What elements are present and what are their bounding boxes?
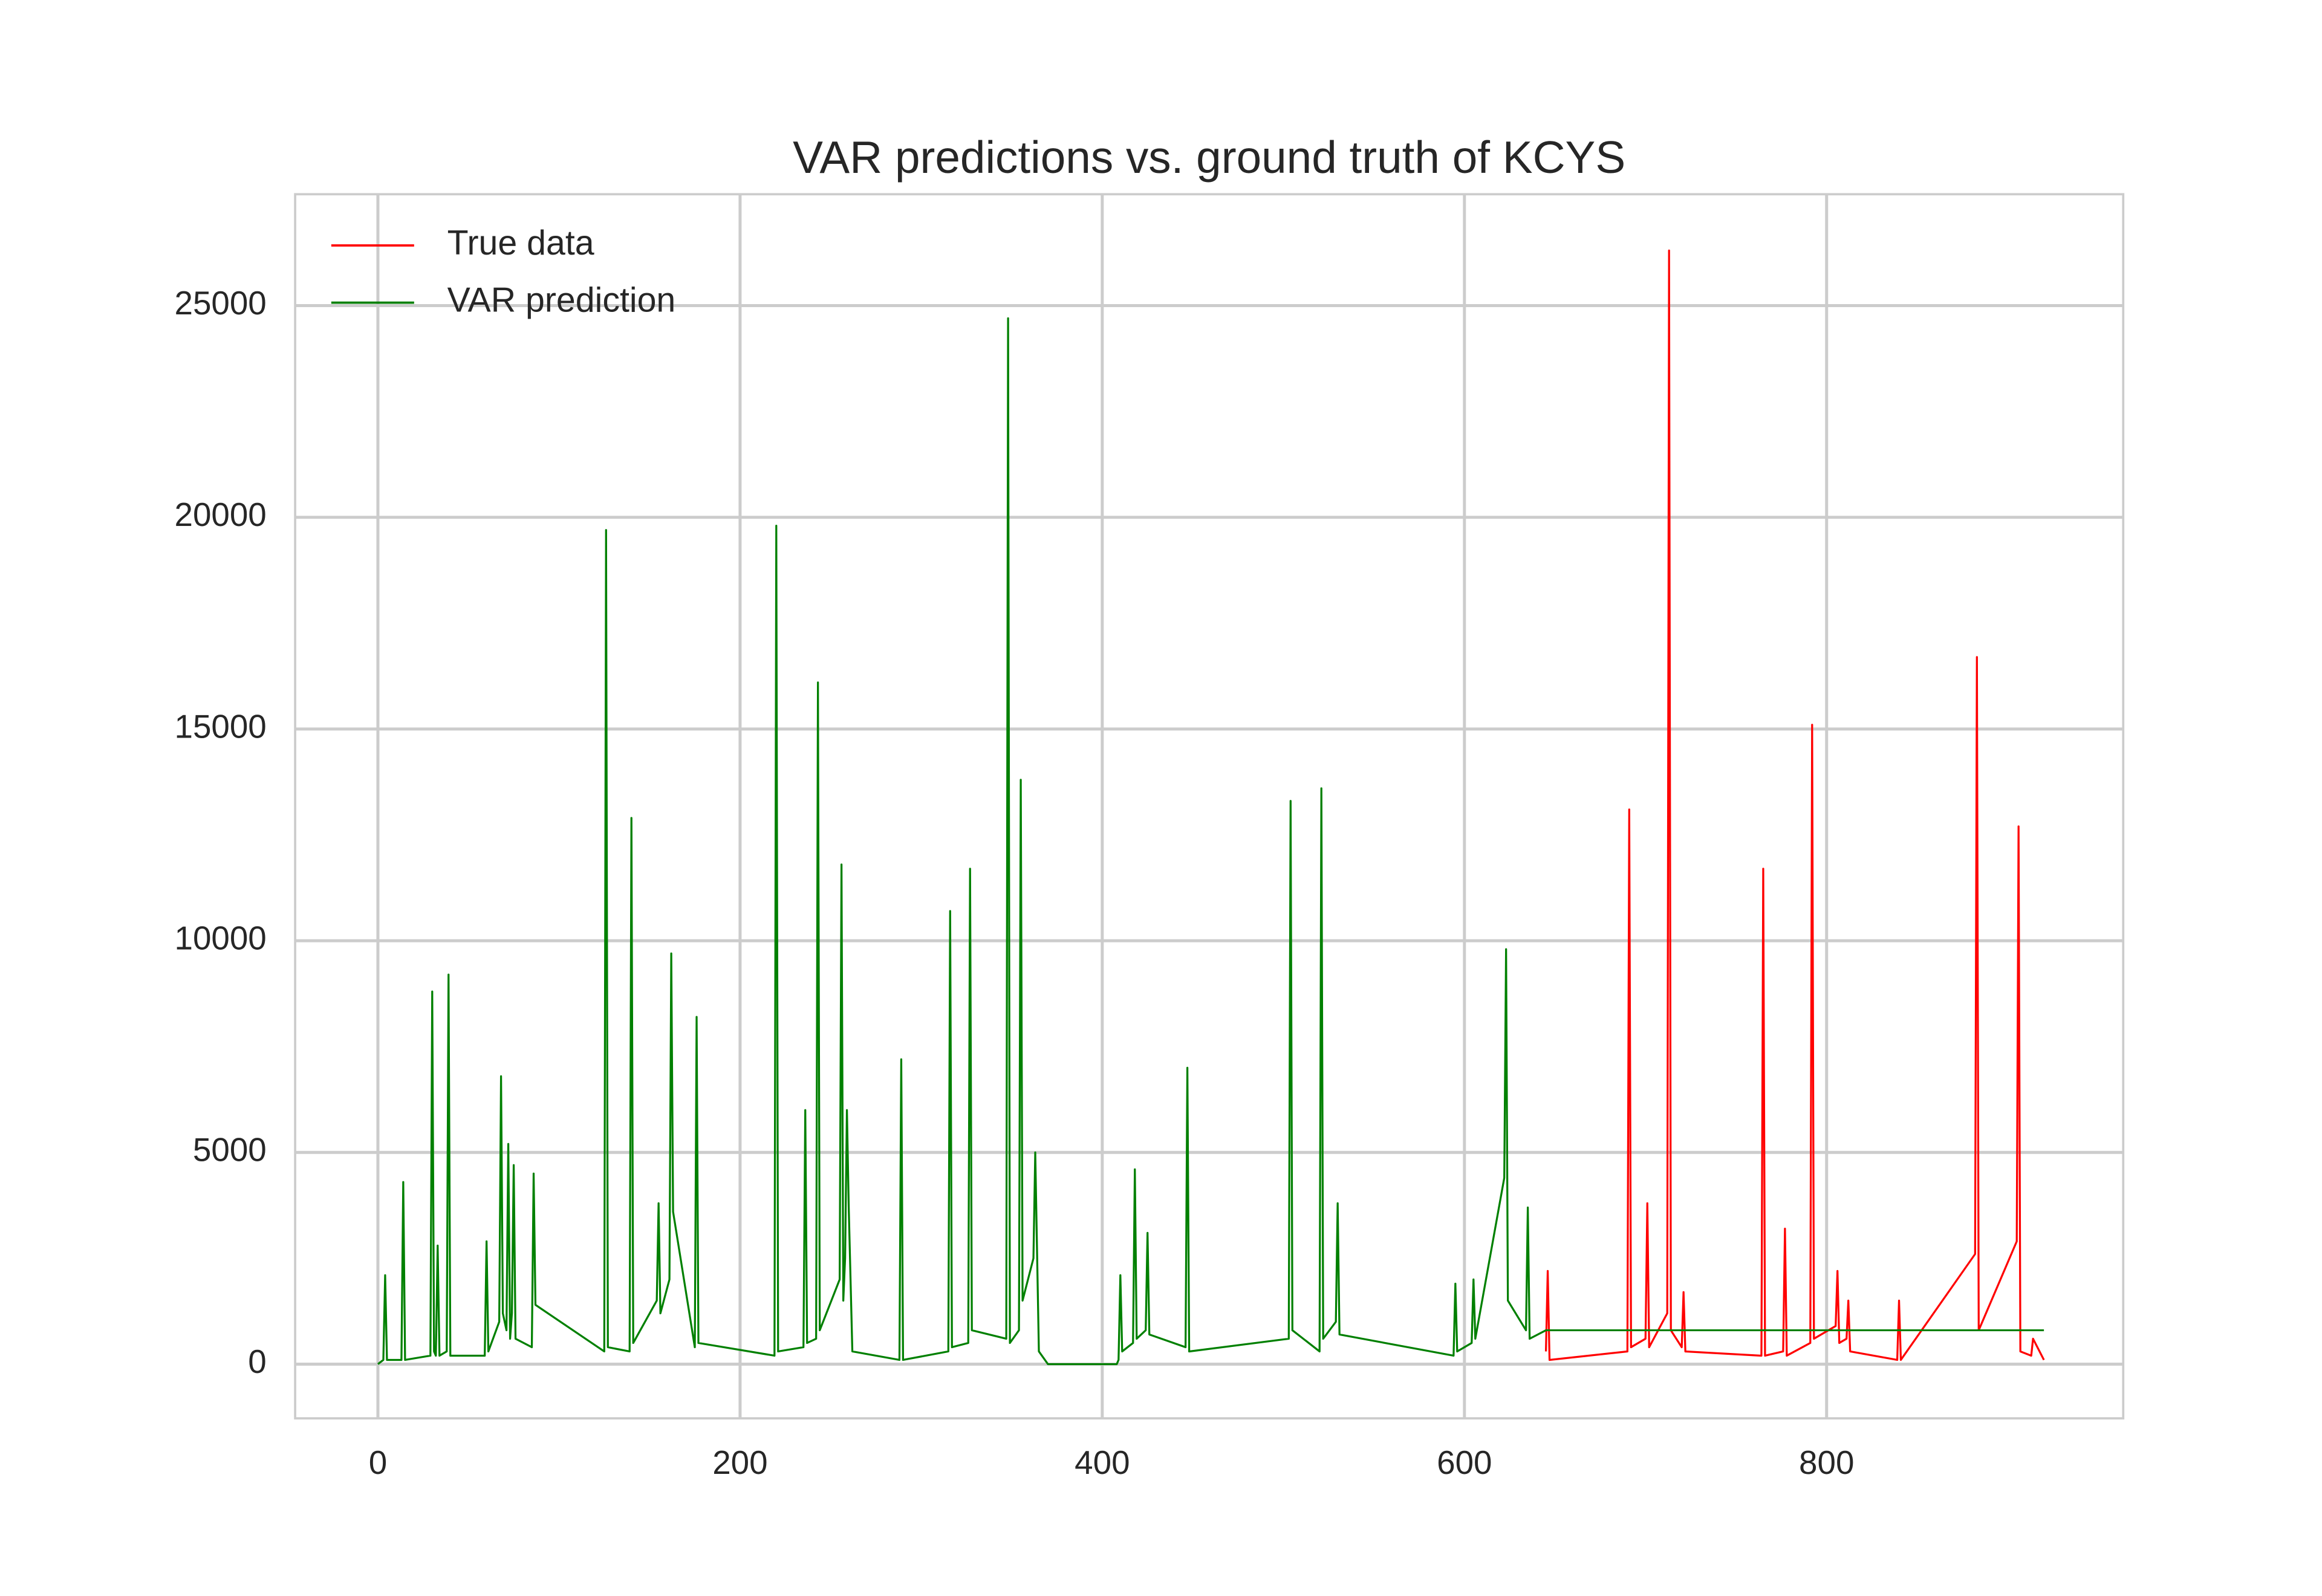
- y-tick-label: 20000: [174, 496, 266, 533]
- y-tick-label: 0: [248, 1343, 266, 1380]
- legend-label: VAR prediction: [447, 281, 676, 320]
- series-line: [377, 317, 2044, 1366]
- x-tick-label: 0: [369, 1444, 387, 1481]
- x-tick-label: 600: [1437, 1444, 1492, 1481]
- series-line: [1544, 249, 2045, 1361]
- legend-label: True data: [447, 224, 594, 262]
- y-tick-label: 5000: [193, 1131, 267, 1169]
- plot-frame: [294, 193, 2125, 1419]
- x-tick-label: 400: [1075, 1444, 1130, 1481]
- x-tick-label: 200: [712, 1444, 767, 1481]
- x-tick-label: 800: [1799, 1444, 1854, 1481]
- y-tick-label: 10000: [174, 920, 266, 957]
- y-tick-label: 15000: [174, 707, 266, 745]
- chart-title: VAR predictions vs. ground truth of KCYS: [793, 132, 1625, 183]
- y-tick-label: 25000: [174, 284, 266, 322]
